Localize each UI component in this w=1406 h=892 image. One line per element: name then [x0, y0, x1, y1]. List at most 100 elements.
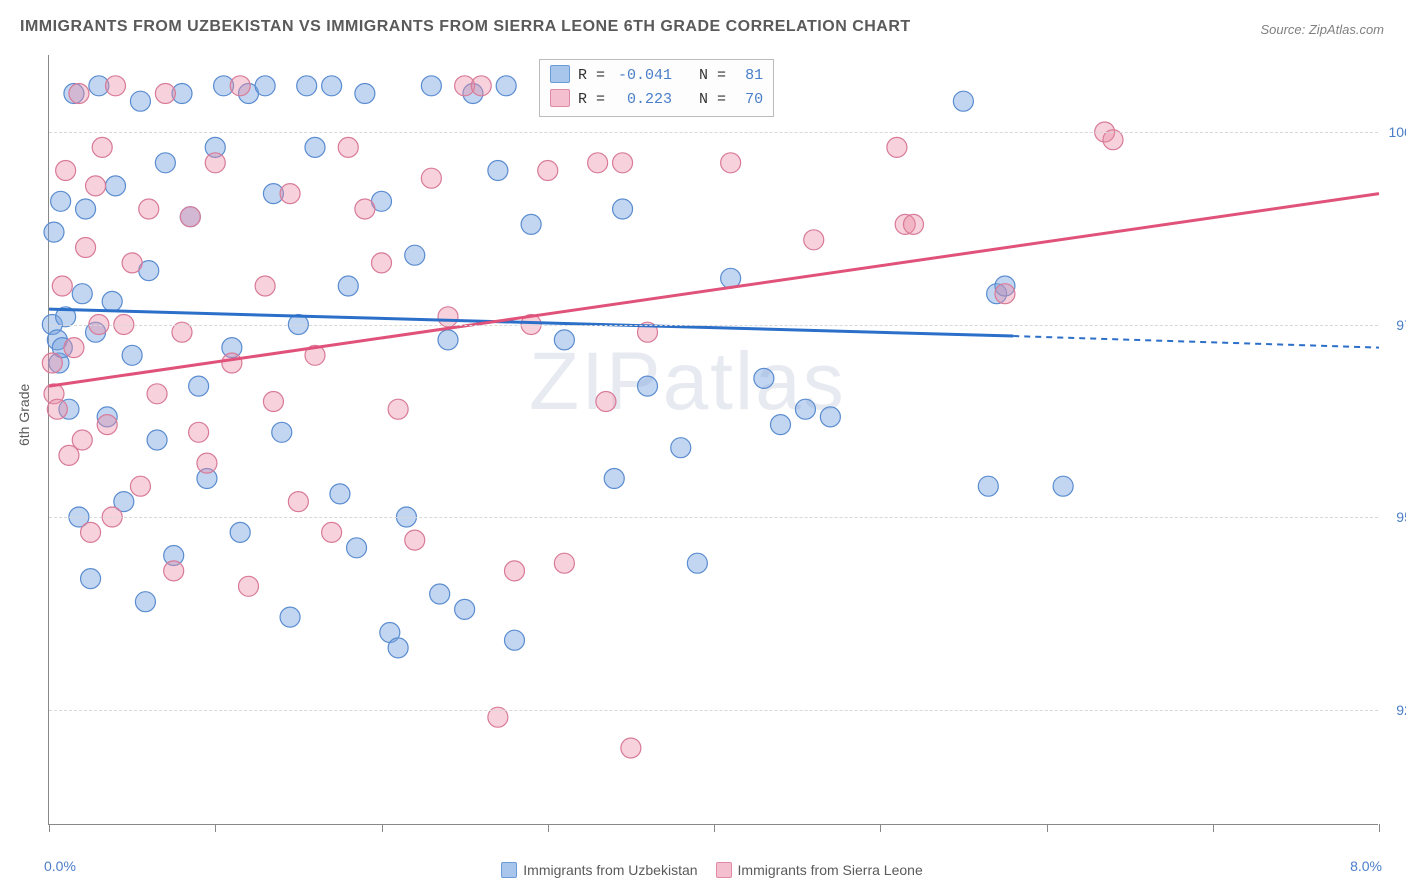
x-tick: [548, 824, 549, 832]
data-point: [255, 76, 275, 96]
data-point: [72, 284, 92, 304]
gridline: [49, 710, 1378, 711]
r-value: 0.223: [614, 88, 672, 112]
bottom-legend: Immigrants from UzbekistanImmigrants fro…: [0, 862, 1406, 878]
data-point: [795, 399, 815, 419]
data-point: [47, 399, 67, 419]
data-point: [51, 191, 71, 211]
x-tick: [215, 824, 216, 832]
data-point: [305, 137, 325, 157]
data-point: [588, 153, 608, 173]
data-point: [197, 453, 217, 473]
data-point: [505, 630, 525, 650]
data-point: [355, 84, 375, 104]
data-point: [76, 199, 96, 219]
data-point: [130, 91, 150, 111]
data-point: [338, 137, 358, 157]
n-label: N =: [699, 91, 726, 108]
data-point: [64, 338, 84, 358]
data-point: [347, 538, 367, 558]
n-label: N =: [699, 67, 726, 84]
data-point: [621, 738, 641, 758]
data-point: [405, 245, 425, 265]
stats-row: R = 0.223 N = 70: [550, 88, 763, 112]
legend-swatch: [716, 862, 732, 878]
data-point: [804, 230, 824, 250]
data-point: [978, 476, 998, 496]
data-point: [122, 345, 142, 365]
data-point: [255, 276, 275, 296]
data-point: [687, 553, 707, 573]
data-point: [388, 399, 408, 419]
data-point: [280, 184, 300, 204]
data-point: [505, 561, 525, 581]
data-point: [613, 199, 633, 219]
data-point: [86, 176, 106, 196]
x-tick: [714, 824, 715, 832]
data-point: [147, 384, 167, 404]
data-point: [521, 214, 541, 234]
data-point: [44, 222, 64, 242]
data-point: [471, 76, 491, 96]
legend-swatch: [501, 862, 517, 878]
gridline: [49, 517, 1378, 518]
data-point: [771, 415, 791, 435]
data-point: [430, 584, 450, 604]
data-point: [97, 415, 117, 435]
data-point: [81, 522, 101, 542]
data-point: [239, 576, 259, 596]
data-point: [388, 638, 408, 658]
data-point: [69, 84, 89, 104]
data-point: [122, 253, 142, 273]
data-point: [538, 161, 558, 181]
chart-title: IMMIGRANTS FROM UZBEKISTAN VS IMMIGRANTS…: [20, 18, 911, 36]
data-point: [820, 407, 840, 427]
series-swatch: [550, 89, 570, 107]
data-point: [92, 137, 112, 157]
data-point: [613, 153, 633, 173]
data-point: [638, 376, 658, 396]
data-point: [421, 76, 441, 96]
data-point: [995, 284, 1015, 304]
chart-plot-area: ZIPatlas R = -0.041 N = 81R = 0.223 N = …: [48, 55, 1378, 825]
x-tick: [49, 824, 50, 832]
data-point: [355, 199, 375, 219]
data-point: [297, 76, 317, 96]
data-point: [230, 522, 250, 542]
r-value: -0.041: [614, 64, 672, 88]
data-point: [147, 430, 167, 450]
data-point: [230, 76, 250, 96]
x-tick: [1047, 824, 1048, 832]
data-point: [52, 276, 72, 296]
data-point: [721, 153, 741, 173]
data-point: [180, 207, 200, 227]
data-point: [72, 430, 92, 450]
data-point: [953, 91, 973, 111]
data-point: [322, 522, 342, 542]
data-point: [155, 84, 175, 104]
data-point: [263, 392, 283, 412]
data-point: [106, 176, 126, 196]
data-point: [189, 422, 209, 442]
data-point: [596, 392, 616, 412]
data-point: [130, 476, 150, 496]
legend-label: Immigrants from Uzbekistan: [523, 862, 697, 878]
data-point: [322, 76, 342, 96]
data-point: [205, 153, 225, 173]
gridline: [49, 325, 1378, 326]
data-point: [671, 438, 691, 458]
data-point: [164, 561, 184, 581]
data-point: [554, 330, 574, 350]
data-point: [754, 368, 774, 388]
data-point: [81, 569, 101, 589]
trend-line-extrapolated: [1013, 336, 1379, 348]
y-tick-label: 95.0%: [1396, 509, 1406, 525]
trend-line: [49, 194, 1379, 387]
data-point: [42, 353, 62, 373]
data-point: [76, 238, 96, 258]
data-point: [554, 553, 574, 573]
source-attribution: Source: ZipAtlas.com: [1260, 22, 1384, 37]
series-swatch: [550, 65, 570, 83]
stats-legend-box: R = -0.041 N = 81R = 0.223 N = 70: [539, 59, 774, 117]
data-point: [405, 530, 425, 550]
